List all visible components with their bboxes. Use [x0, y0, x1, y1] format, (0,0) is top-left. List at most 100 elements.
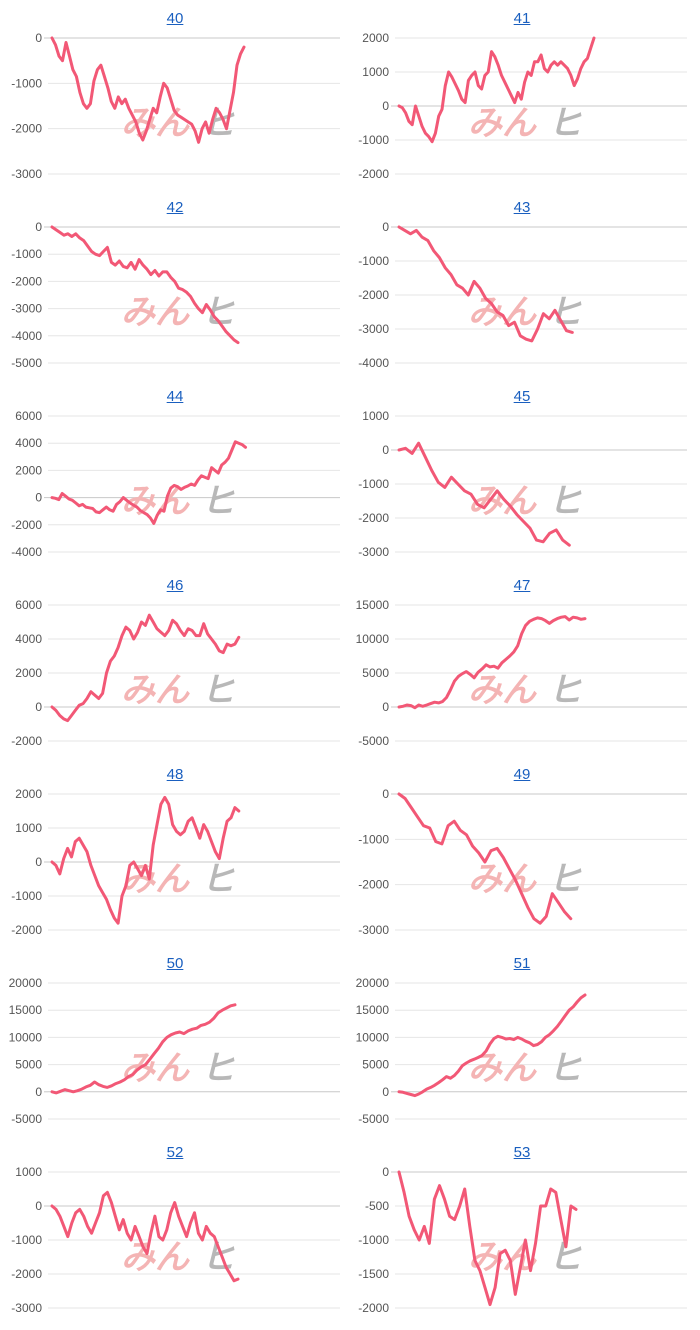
chart-svg: 6000 4000 2000 0 -2000 みんヒ — [11, 598, 340, 748]
y-tick-label: 2000 — [362, 31, 389, 45]
y-tick-label: -4000 — [11, 329, 42, 343]
chart-title-link[interactable]: 45 — [513, 388, 531, 405]
watermark-part1: みん — [121, 293, 190, 331]
y-tick-label: 6000 — [15, 409, 42, 423]
y-tick-label: -3000 — [358, 545, 389, 559]
chart-svg: 20000 15000 10000 5000 0 -5000 みんヒ — [9, 976, 340, 1126]
chart-title-link[interactable]: 51 — [513, 955, 531, 972]
watermark-part1: みん — [121, 1049, 190, 1087]
y-tick-label: -1000 — [11, 1233, 42, 1247]
series-line — [397, 36, 596, 144]
y-tick-label: 0 — [35, 1085, 42, 1099]
y-tick-label: -2000 — [358, 878, 389, 892]
series-line — [397, 1170, 578, 1307]
chart-title-link[interactable]: 43 — [513, 199, 531, 216]
y-tick-label: -1000 — [11, 247, 42, 261]
y-tick-label: -5000 — [358, 734, 389, 748]
chart-svg: 20000 15000 10000 5000 0 -5000 みんヒ — [356, 976, 687, 1126]
chart-panel-50: 20000 15000 10000 5000 0 -5000 みんヒ 50 — [5, 953, 345, 1138]
y-tick-label: 20000 — [9, 976, 43, 990]
watermark-part2: ヒ — [548, 104, 582, 142]
series-line — [50, 440, 247, 525]
y-tick-label: 0 — [382, 700, 389, 714]
y-tick-label: 1000 — [362, 65, 389, 79]
watermark-part1: みん — [468, 482, 537, 520]
y-tick-label: 0 — [35, 700, 42, 714]
chart-svg: 2000 1000 0 -1000 -2000 みんヒ — [11, 787, 340, 937]
chart-title-link[interactable]: 49 — [513, 766, 531, 783]
y-tick-label: 6000 — [15, 598, 42, 612]
chart-title-link[interactable]: 42 — [166, 199, 184, 216]
y-tick-label: -2000 — [11, 518, 42, 532]
watermark-part1: みん — [468, 860, 537, 898]
watermark-part2: ヒ — [548, 860, 582, 898]
watermark-part2: ヒ — [548, 1049, 582, 1087]
y-tick-label: -5000 — [358, 1112, 389, 1126]
y-tick-label: 0 — [35, 1199, 42, 1213]
y-tick-label: -2000 — [11, 734, 42, 748]
chart-title-link[interactable]: 47 — [513, 577, 531, 594]
watermark-part2: ヒ — [201, 671, 235, 709]
y-tick-label: 20000 — [356, 976, 390, 990]
series-line — [397, 441, 571, 547]
y-tick-label: 15000 — [356, 1003, 390, 1017]
watermark-part1: みん — [468, 104, 537, 142]
chart-svg: 0 -1000 -2000 -3000 -4000 -5000 みんヒ — [11, 220, 340, 370]
y-tick-label: -1000 — [11, 76, 42, 90]
watermark-part1: みん — [468, 293, 537, 331]
chart-title-link[interactable]: 46 — [166, 577, 184, 594]
series-line — [50, 1003, 237, 1095]
chart-panel-51: 20000 15000 10000 5000 0 -5000 みんヒ 51 — [352, 953, 692, 1138]
chart-panel-45: 1000 0 -1000 -2000 -3000 みんヒ 45 — [352, 386, 692, 571]
series-line — [397, 792, 573, 925]
chart-title-link[interactable]: 44 — [166, 388, 184, 405]
y-tick-label: 2000 — [15, 463, 42, 477]
chart-title-link[interactable]: 48 — [166, 766, 184, 783]
watermark-logo: みんヒ — [468, 671, 582, 709]
y-tick-label: -2000 — [11, 1267, 42, 1281]
chart-title-link[interactable]: 41 — [513, 10, 531, 27]
y-tick-label: 15000 — [9, 1003, 43, 1017]
watermark-logo: みんヒ — [468, 104, 582, 142]
y-tick-label: 0 — [35, 491, 42, 505]
y-tick-label: -2000 — [11, 923, 42, 937]
y-tick-label: -2000 — [11, 274, 42, 288]
y-tick-label: 10000 — [356, 1030, 390, 1044]
chart-panel-52: 1000 0 -1000 -2000 -3000 みんヒ 52 — [5, 1142, 345, 1327]
y-tick-label: 1000 — [362, 409, 389, 423]
y-tick-label: 0 — [382, 443, 389, 457]
y-tick-label: -1000 — [358, 254, 389, 268]
series-line — [397, 615, 587, 710]
chart-title-link[interactable]: 52 — [166, 1144, 184, 1161]
y-tick-label: -2000 — [358, 1301, 389, 1315]
chart-svg: 0-1000-2000-3000みんヒ — [11, 31, 340, 181]
y-tick-label: -5000 — [11, 1112, 42, 1126]
watermark-part1: みん — [121, 671, 190, 709]
y-tick-label: -2000 — [358, 167, 389, 181]
chart-panel-46: 6000 4000 2000 0 -2000 みんヒ 46 — [5, 575, 345, 760]
chart-title-link[interactable]: 40 — [166, 10, 184, 27]
watermark-logo: みんヒ — [121, 1049, 235, 1087]
chart-panel-49: 0 -1000 -2000 -3000 みんヒ 49 — [352, 764, 692, 949]
y-tick-label: -1000 — [11, 889, 42, 903]
y-tick-label: 0 — [35, 31, 42, 45]
watermark-logo: みんヒ — [121, 671, 235, 709]
watermark-part2: ヒ — [201, 860, 235, 898]
watermark-logo: みんヒ — [468, 293, 582, 331]
chart-svg: 0-500-1000-1500-2000みんヒ — [358, 1165, 687, 1315]
y-tick-label: 5000 — [15, 1058, 42, 1072]
y-tick-label: -1500 — [358, 1267, 389, 1281]
chart-svg: 10000-1000-2000-3000みんヒ — [11, 1165, 340, 1315]
y-tick-label: -1000 — [358, 133, 389, 147]
series-line — [397, 225, 574, 343]
chart-panel-41: 2000 1000 0 -1000 -2000 みんヒ 41 — [352, 8, 692, 193]
series-line — [50, 225, 240, 345]
y-tick-label: 2000 — [15, 666, 42, 680]
y-tick-label: 1000 — [15, 821, 42, 835]
y-tick-label: -1000 — [358, 477, 389, 491]
y-tick-label: 1000 — [15, 1165, 42, 1179]
chart-title-link[interactable]: 50 — [166, 955, 184, 972]
chart-title-link[interactable]: 53 — [513, 1144, 531, 1161]
watermark-part1: みん — [121, 1238, 190, 1276]
y-tick-label: 10000 — [356, 632, 390, 646]
